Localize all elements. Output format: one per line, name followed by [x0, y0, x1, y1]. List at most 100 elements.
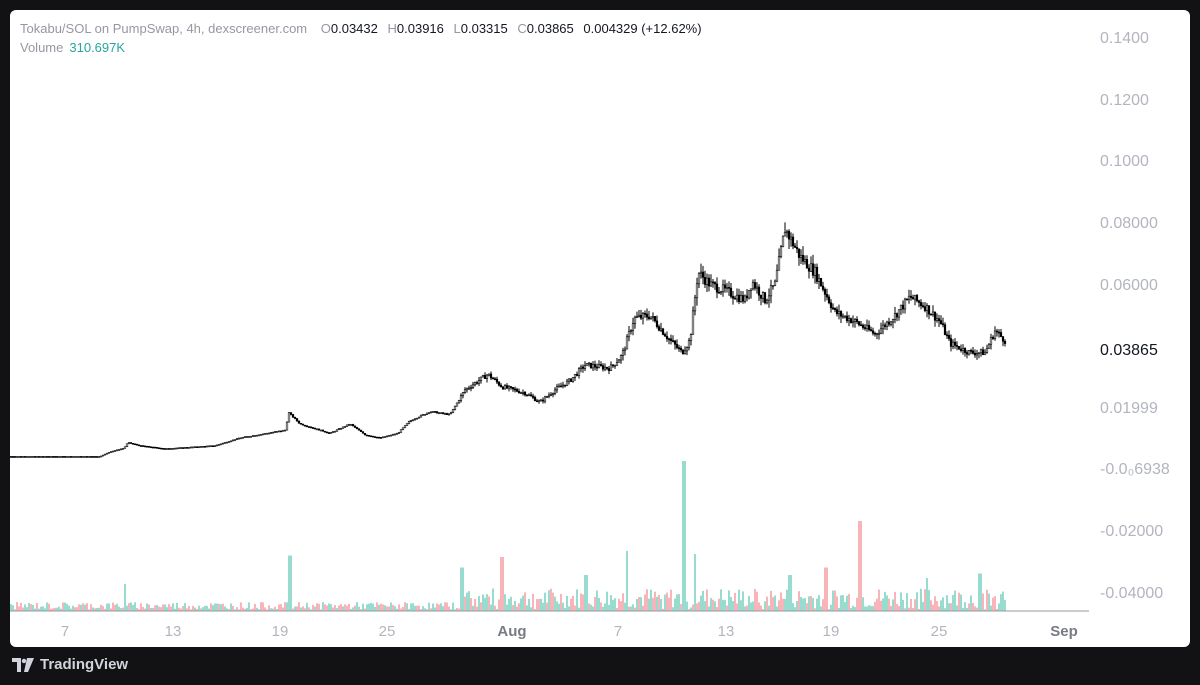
candle-body [539, 399, 543, 402]
volume-bar [144, 608, 146, 611]
candle [535, 398, 539, 403]
candle [49, 456, 53, 458]
candle-body [19, 456, 23, 458]
volume-bar [604, 603, 606, 611]
candle-body [101, 454, 105, 457]
candle [683, 346, 687, 355]
volume-bar [14, 609, 16, 611]
candle-body [251, 435, 255, 437]
candle [257, 434, 261, 437]
candle-body [903, 298, 907, 310]
volume-bar [68, 605, 70, 611]
candle-body [75, 456, 79, 458]
candle [267, 432, 271, 435]
candle [95, 456, 99, 458]
volume-bar [80, 604, 82, 611]
candle [247, 436, 251, 438]
volume-bar [868, 605, 870, 611]
candle [23, 456, 27, 458]
candle-body [973, 352, 977, 356]
volume-bar [100, 604, 102, 611]
candle-body [143, 445, 147, 448]
candle [457, 399, 461, 404]
volume-bar [862, 597, 864, 611]
candle-body [751, 282, 755, 290]
volume-bar [600, 602, 602, 611]
candle [101, 454, 105, 457]
volume-bar [912, 607, 914, 611]
chart-canvas[interactable]: 0.14000.12000.10000.080000.060000.038650… [10, 10, 1190, 647]
volume-bar [460, 567, 462, 611]
candle-body [113, 450, 117, 452]
volume-bar [288, 555, 290, 611]
candle-body [647, 316, 651, 320]
candle [921, 302, 925, 309]
candle [873, 331, 877, 337]
volume-bar [952, 594, 954, 611]
candle-body [761, 292, 765, 299]
candle-body [765, 299, 769, 304]
volume-bar [722, 599, 724, 611]
candle-body [281, 429, 285, 432]
candle [995, 328, 999, 337]
change-value: 0.004329 (+12.62%) [583, 21, 702, 36]
candle [295, 418, 299, 422]
candle [625, 334, 629, 350]
candle-body [785, 230, 789, 233]
volume-bar [928, 590, 930, 611]
candle-body [597, 364, 601, 369]
volume-bar [162, 604, 164, 611]
volume-bar [28, 602, 30, 611]
volume-bar [668, 597, 670, 611]
candle-body [153, 446, 157, 449]
candle-body [897, 309, 901, 318]
candle-body [369, 435, 373, 438]
candle-body [601, 365, 605, 370]
volume-bar [348, 603, 350, 611]
volume-bar [648, 598, 650, 611]
volume-bar [626, 551, 628, 611]
volume-bar [586, 575, 588, 611]
candle-body [421, 414, 425, 416]
chart-frame[interactable]: 0.1400 0.1200 0.1000 0.08000 0.06000 0.03865 0… [10, 10, 1190, 647]
candle-body [585, 363, 589, 366]
candle [617, 359, 621, 363]
candle [811, 254, 815, 279]
candle-body [617, 359, 621, 363]
volume-bar [660, 599, 662, 611]
candle-body [241, 436, 245, 439]
candle-body [83, 456, 87, 458]
candle [609, 361, 613, 371]
volume-bar [446, 602, 448, 611]
candle [241, 436, 245, 439]
tradingview-branding[interactable]: TradingView [12, 656, 128, 673]
candle [745, 289, 749, 302]
volume-bar [554, 596, 556, 611]
candle [173, 447, 177, 450]
volume-bar [858, 521, 860, 611]
volume-bar [812, 597, 814, 611]
candle [603, 363, 607, 372]
candle [699, 263, 703, 279]
candle-body [319, 429, 323, 432]
candle-body [25, 456, 29, 458]
volume-bar [310, 609, 312, 611]
volume-bar [426, 609, 428, 611]
candle [687, 337, 691, 351]
candle [489, 371, 493, 381]
candle [341, 426, 345, 429]
candle-body [917, 300, 921, 303]
volume-bar [682, 461, 684, 611]
y-tick-label: 0.08000 [1100, 215, 1158, 232]
candle-body [107, 451, 111, 454]
volume-bar [406, 603, 408, 611]
candle-body [15, 456, 19, 458]
candle [317, 428, 321, 431]
candle-body [517, 391, 521, 394]
candle-body [623, 348, 627, 351]
candle [219, 443, 223, 446]
candle [739, 290, 743, 303]
candle [57, 456, 61, 458]
candle-body [893, 313, 897, 320]
volume-bar [306, 602, 308, 611]
